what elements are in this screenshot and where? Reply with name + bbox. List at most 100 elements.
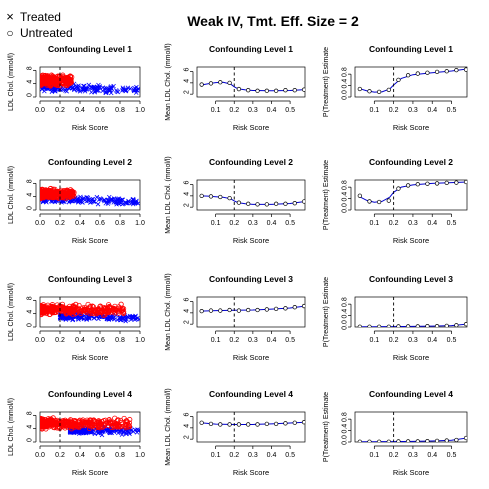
mean-point <box>301 87 305 92</box>
untreated-point <box>43 79 49 85</box>
mean-point <box>367 199 372 204</box>
mean-point <box>434 181 440 186</box>
treated-point <box>73 198 78 204</box>
mean-point <box>264 421 269 427</box>
mean-point <box>454 437 459 442</box>
mean-point <box>283 421 288 426</box>
treated-point <box>127 431 132 437</box>
x-tick-label: 0.6 <box>95 452 105 459</box>
treated-point <box>95 201 101 207</box>
y-tick-label: 2 <box>184 90 191 94</box>
plot-area <box>357 67 467 95</box>
y-axis-label: Mean LDL Chol. (mmol/l) <box>165 156 172 234</box>
x-tick-label: 0.3 <box>408 452 418 459</box>
x-tick-label: 0.2 <box>229 107 239 114</box>
mean-point <box>396 439 401 442</box>
treated-point <box>64 88 70 94</box>
y-tick-label: 6 <box>184 297 191 301</box>
untreated-point <box>73 301 79 307</box>
untreated-point <box>112 307 118 313</box>
treated-point <box>119 432 125 437</box>
treated-point <box>132 200 138 206</box>
x-tick-label: 0.2 <box>229 220 239 227</box>
untreated-point <box>52 193 58 199</box>
mean-point <box>376 439 382 442</box>
y-axis-label: Mean LDL Chol. (mmol/l) <box>165 388 172 466</box>
x-tick-label: 0.2 <box>229 452 239 459</box>
x-axis-label: Risk Score <box>233 468 269 477</box>
mean-point <box>367 89 372 94</box>
treated-point <box>84 198 89 204</box>
untreated-point <box>45 306 51 313</box>
legend-marker-treated: × <box>6 9 14 24</box>
untreated-point <box>84 422 90 428</box>
plot-area <box>199 193 305 207</box>
x-axis-label: Risk Score <box>393 468 429 477</box>
untreated-point <box>100 424 106 430</box>
x-tick-label: 0.8 <box>115 452 125 459</box>
mean-point <box>246 422 251 427</box>
untreated-point <box>40 76 43 83</box>
x-axis-label: Risk Score <box>393 123 429 132</box>
untreated-point <box>40 422 45 428</box>
plot-area <box>357 180 467 205</box>
mean-point <box>292 88 297 93</box>
untreated-point <box>77 417 83 423</box>
fitted-curve <box>200 195 305 205</box>
untreated-point <box>109 424 115 430</box>
x-tick-label: 0.5 <box>447 107 457 114</box>
mean-point <box>444 323 449 327</box>
treated-point <box>108 84 114 89</box>
y-tick-label: 8 <box>27 296 34 300</box>
untreated-point <box>123 425 129 431</box>
mean-point <box>415 182 420 187</box>
mean-point <box>434 323 440 327</box>
x-tick-label: 0.3 <box>248 220 258 227</box>
y-tick-label: 8 <box>27 66 34 70</box>
x-tick-label: 0.1 <box>211 452 221 459</box>
treated-point <box>78 198 83 203</box>
panel-title: Confounding Level 3 <box>209 274 293 284</box>
treated-point <box>99 432 105 438</box>
y-tick-label: 8 <box>27 179 34 183</box>
mean-point <box>236 200 242 205</box>
treated-point <box>72 87 77 93</box>
treated-point <box>113 88 119 93</box>
y-tick-label: 2 <box>184 203 191 207</box>
mean-point <box>292 305 297 310</box>
mean-point <box>386 439 391 442</box>
mean-point <box>227 422 232 427</box>
x-tick-label: 0.4 <box>75 337 85 344</box>
x-tick-label: 0.5 <box>447 220 457 227</box>
mean-point <box>283 88 288 93</box>
untreated-point <box>95 424 101 430</box>
y-tick-label: 4 <box>27 310 34 314</box>
mean-point <box>405 439 411 442</box>
panel-r1-c2: Confounding Level 1 0.1 0.2 0.3 0.4 0.5 Risk S… <box>165 43 306 132</box>
legend-marker-untreated: ○ <box>6 26 13 40</box>
treated-point <box>77 89 83 94</box>
mean-point <box>376 89 382 95</box>
mean-point <box>218 194 223 200</box>
y-axis-label: P(Treatment) Estimate <box>323 47 330 117</box>
untreated-point <box>115 310 122 316</box>
untreated-point <box>64 187 70 193</box>
x-tick-label: 0.2 <box>55 452 65 459</box>
panel-r3-c1: Confounding Level 3 0.0 0.2 0.4 0.6 0.8 1.0 Ris… <box>8 274 145 362</box>
mean-point <box>301 420 305 425</box>
treated-point <box>49 89 55 94</box>
treated-point <box>130 197 136 203</box>
treated-point <box>133 313 138 319</box>
treated-point <box>101 197 107 203</box>
x-tick-label: 0.1 <box>369 337 379 344</box>
mean-point <box>434 438 440 442</box>
treated-point <box>70 316 76 322</box>
mean-point <box>396 186 401 191</box>
mean-point <box>236 422 242 427</box>
mean-point <box>357 324 362 327</box>
x-tick-label: 0.0 <box>35 107 45 114</box>
y-axis-label: P(Treatment) Estimate <box>323 277 330 347</box>
mean-point <box>246 201 251 206</box>
y-axis-label: Mean LDL Chol. (mmol/l) <box>165 273 172 351</box>
untreated-point <box>67 77 73 83</box>
